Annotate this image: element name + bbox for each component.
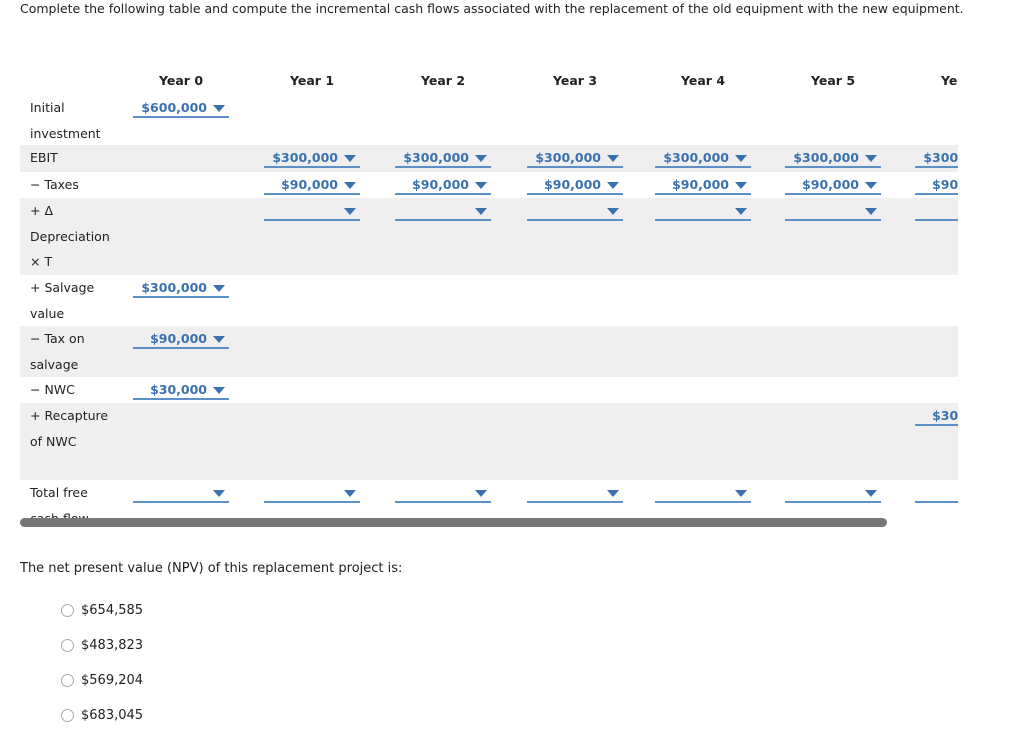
dropdown-arrow (344, 208, 356, 215)
dropdown-arrow (735, 155, 747, 162)
dropdown[interactable] (264, 483, 360, 503)
dropdown[interactable] (264, 201, 360, 221)
radio-button[interactable] (61, 674, 74, 687)
dropdown-arrow (344, 155, 356, 162)
option-label: $569,204 (81, 673, 144, 688)
row-label: + Salvage value (30, 280, 95, 321)
dropdown[interactable]: $90,000 (915, 175, 958, 195)
dropdown[interactable]: $300,000 (655, 148, 751, 168)
row-label: + Recapture of NWC (30, 408, 109, 449)
dropdown[interactable]: $90,000 (133, 329, 229, 349)
option-label: $483,823 (81, 638, 144, 653)
dropdown[interactable]: $90,000 (264, 175, 360, 195)
dropdown-arrow (475, 182, 487, 189)
table-row (20, 403, 958, 480)
dropdown[interactable]: $600,000 (133, 98, 229, 118)
dropdown[interactable]: $300,000 (133, 278, 229, 298)
dropdown[interactable] (785, 201, 881, 221)
row-label: − NWC (30, 382, 75, 397)
dropdown[interactable]: $90,000 (785, 175, 881, 195)
dropdown-arrow (865, 155, 877, 162)
column-header: Year 3 (552, 73, 598, 88)
dropdown-arrow (607, 182, 619, 189)
radio-button[interactable] (61, 604, 74, 617)
column-header: Year 5 (810, 73, 856, 88)
row-label: Initial investment (30, 100, 101, 141)
dropdown-arrow (213, 490, 225, 497)
dropdown-arrow (344, 490, 356, 497)
dropdown-arrow (213, 285, 225, 292)
dropdown[interactable]: $300,000 (395, 148, 491, 168)
dropdown-arrow (607, 490, 619, 497)
radio-button[interactable] (61, 639, 74, 652)
row-label: EBIT (30, 150, 58, 165)
scrollbar[interactable] (20, 518, 887, 527)
column-header: Year 4 (680, 73, 726, 88)
dropdown-arrow (213, 387, 225, 394)
dropdown[interactable] (785, 483, 881, 503)
dropdown[interactable]: $30,000 (915, 406, 958, 426)
dropdown-arrow (735, 208, 747, 215)
dropdown[interactable] (395, 483, 491, 503)
row-label: + Δ Depreciation × T (30, 203, 110, 269)
dropdown-arrow (735, 490, 747, 497)
table: Year 0 Year 1 Year 2 Year 3 Year 4 Year 5 Year… (20, 73, 958, 526)
table-row (20, 326, 958, 377)
dropdown-arrow (865, 208, 877, 215)
column-header: Year 0 (158, 73, 204, 88)
dropdown-arrow (213, 105, 225, 112)
dropdown[interactable] (527, 201, 623, 221)
dropdown-arrow (607, 155, 619, 162)
dropdown[interactable] (655, 483, 751, 503)
dropdown[interactable]: $90,000 (655, 175, 751, 195)
dropdown[interactable] (655, 201, 751, 221)
dropdown-arrow (607, 208, 619, 215)
option-label: $683,045 (81, 708, 144, 723)
column-header: Year 6 (940, 73, 958, 88)
question: The net present value (NPV) of this repl… (20, 561, 403, 576)
dropdown[interactable]: $90,000 (395, 175, 491, 195)
dropdown[interactable] (527, 483, 623, 503)
radio-button[interactable] (61, 709, 74, 722)
option-label: $654,585 (81, 603, 144, 618)
dropdown[interactable] (395, 201, 491, 221)
dropdown[interactable] (915, 483, 958, 503)
dropdown-arrow (865, 182, 877, 189)
dropdown[interactable]: $300,000 (264, 148, 360, 168)
column-header: Year 1 (289, 73, 335, 88)
dropdown-arrow (344, 182, 356, 189)
dropdown-arrow (475, 155, 487, 162)
dropdown-arrow (213, 336, 225, 343)
dropdown[interactable]: $300,000 (785, 148, 881, 168)
dropdown[interactable]: $300,000 (915, 148, 958, 168)
dropdown[interactable]: $90,000 (527, 175, 623, 195)
row-label: − Taxes (30, 177, 79, 192)
dropdown[interactable]: $30,000 (133, 380, 229, 400)
table-row (20, 198, 958, 275)
dropdown[interactable] (915, 201, 958, 221)
dropdown-arrow (475, 208, 487, 215)
column-header: Year 2 (420, 73, 466, 88)
dropdown-arrow (735, 182, 747, 189)
dropdown[interactable] (133, 483, 229, 503)
instruction: Complete the following table and compute… (20, 1, 964, 16)
dropdown-arrow (475, 490, 487, 497)
dropdown-arrow (865, 490, 877, 497)
dropdown[interactable]: $300,000 (527, 148, 623, 168)
row-label: − Tax on salvage (30, 331, 85, 372)
